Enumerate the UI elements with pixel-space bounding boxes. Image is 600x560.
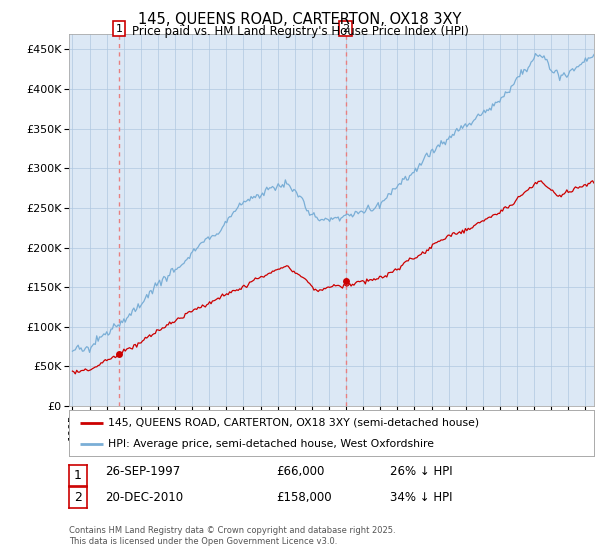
Text: 20-DEC-2010: 20-DEC-2010 [105,491,183,505]
Text: 145, QUEENS ROAD, CARTERTON, OX18 3XY (semi-detached house): 145, QUEENS ROAD, CARTERTON, OX18 3XY (s… [109,418,479,428]
Text: Price paid vs. HM Land Registry's House Price Index (HPI): Price paid vs. HM Land Registry's House … [131,25,469,38]
Text: 1: 1 [116,24,122,34]
Text: Contains HM Land Registry data © Crown copyright and database right 2025.
This d: Contains HM Land Registry data © Crown c… [69,526,395,546]
Text: 26% ↓ HPI: 26% ↓ HPI [390,465,452,478]
Text: 1: 1 [74,469,82,482]
Text: 26-SEP-1997: 26-SEP-1997 [105,465,180,478]
Text: 145, QUEENS ROAD, CARTERTON, OX18 3XY: 145, QUEENS ROAD, CARTERTON, OX18 3XY [139,12,461,27]
Text: £66,000: £66,000 [276,465,325,478]
Text: 34% ↓ HPI: 34% ↓ HPI [390,491,452,505]
Text: 2: 2 [74,491,82,505]
Text: HPI: Average price, semi-detached house, West Oxfordshire: HPI: Average price, semi-detached house,… [109,439,434,449]
Text: £158,000: £158,000 [276,491,332,505]
Text: 2: 2 [342,24,349,34]
